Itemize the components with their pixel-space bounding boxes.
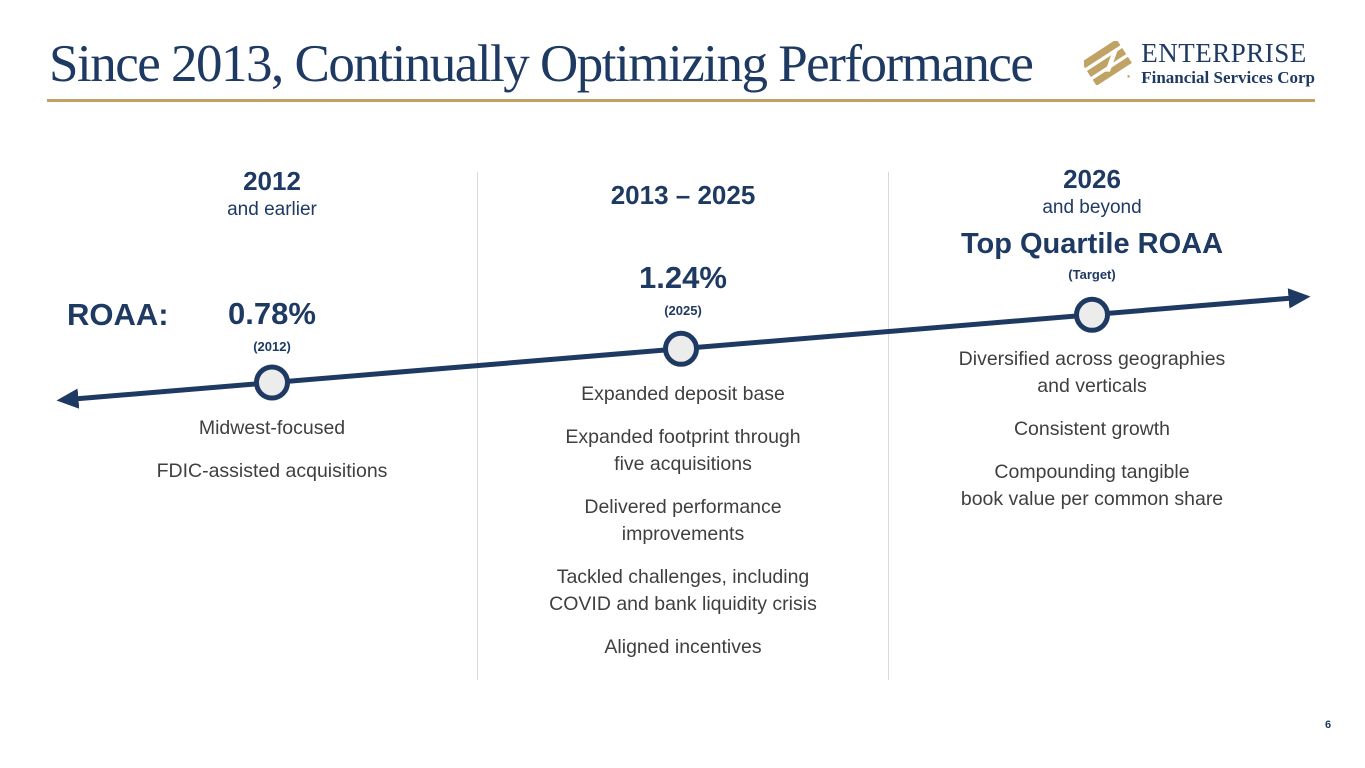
period-sublabel: and earlier xyxy=(227,199,317,221)
target-title: Top Quartile ROAA xyxy=(960,227,1224,260)
column-divider-right xyxy=(888,172,889,680)
column-divider-left xyxy=(477,172,478,680)
logo-company-name: ENTERPRISE xyxy=(1141,38,1307,68)
title-underline xyxy=(47,99,1315,102)
bullet-item: Delivered performance improvements xyxy=(584,496,782,545)
milestone-marker-2026 xyxy=(1074,296,1110,333)
column-2012-header: 2012 and earlier xyxy=(122,166,422,223)
bullet-item: Diversified across geographies and verti… xyxy=(958,348,1226,397)
roaa-value-note-2012: (2012) xyxy=(253,339,291,354)
enterprise-logo-icon xyxy=(1084,41,1133,85)
milestone-marker-2025 xyxy=(663,330,699,367)
column-2013-2025-header: 2013 – 2025 xyxy=(533,180,833,211)
milestone-marker-2012 xyxy=(254,364,290,401)
logo-text: ENTERPRISE Financial Services Corp xyxy=(1141,38,1315,87)
period-label: 2026 xyxy=(1063,164,1121,194)
period-label: 2012 xyxy=(243,166,301,196)
column-2013-2025-bullets: Expanded deposit base Expanded footprint… xyxy=(508,381,858,677)
bullet-item: Aligned incentives xyxy=(604,636,762,658)
column-2026-header: 2026 and beyond Top Quartile ROAA (Targe… xyxy=(927,164,1257,284)
page-title: Since 2013, Continually Optimizing Perfo… xyxy=(49,35,1034,93)
bullet-item: Expanded footprint through five acquisit… xyxy=(565,426,801,475)
roaa-value-2012: 0.78% xyxy=(228,296,316,331)
bullet-item: Tackled challenges, including COVID and … xyxy=(549,566,817,615)
bullet-item: Consistent growth xyxy=(1013,418,1171,440)
bullet-item: Expanded deposit base xyxy=(581,383,785,405)
target-note: (Target) xyxy=(1068,267,1116,283)
page-number: 6 xyxy=(1325,719,1332,731)
column-2012-bullets: Midwest-focused FDIC-assisted acquisitio… xyxy=(97,415,447,501)
period-sublabel: and beyond xyxy=(1042,197,1142,219)
logo-company-subtitle: Financial Services Corp xyxy=(1141,68,1315,87)
roaa-value-note-2025: (2025) xyxy=(664,303,702,318)
bullet-item: Midwest-focused xyxy=(198,417,346,439)
company-logo: ENTERPRISE Financial Services Corp xyxy=(1084,40,1315,86)
roaa-value-2025: 1.24% xyxy=(639,260,727,295)
period-label: 2013 – 2025 xyxy=(610,180,756,210)
bullet-item: Compounding tangible book value per comm… xyxy=(960,461,1224,510)
bullet-item: FDIC-assisted acquisitions xyxy=(156,460,388,482)
roaa-axis-label: ROAA: xyxy=(67,297,169,332)
column-2026-bullets: Diversified across geographies and verti… xyxy=(917,346,1267,529)
